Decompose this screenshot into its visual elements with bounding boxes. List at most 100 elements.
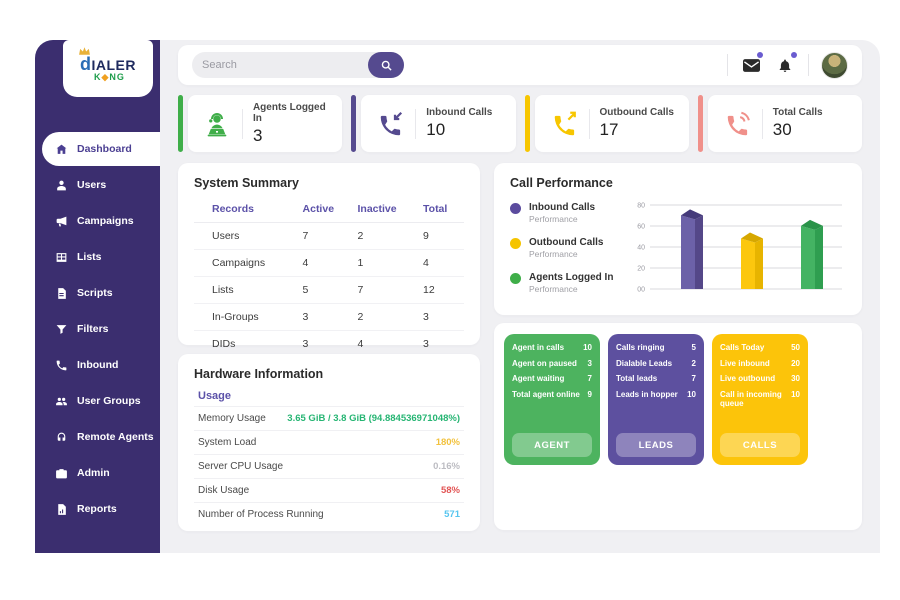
phone-in-icon (375, 109, 405, 139)
quick-stats-card: Agent in calls 10 Agent on paused 3 Agent wa… (494, 323, 862, 530)
table-row: Campaigns 4 1 4 (194, 249, 464, 277)
hardware-value: 0.16% (433, 461, 460, 472)
stat-accent-bar (524, 95, 530, 152)
quick-card-calls: Calls Today 50 Live inbound 20 Live outbound… (712, 334, 808, 465)
y-axis-tick: 60 (637, 224, 645, 231)
agent-icon (202, 109, 232, 139)
bar-front-face (681, 215, 695, 289)
legend-item-inbound-calls: Inbound Calls Performance (510, 202, 628, 224)
summary-cell-active: 3 (298, 303, 354, 331)
stat-card-outbound-calls: Outbound Calls 17 (524, 95, 689, 152)
quick-row-label: Agent in calls (512, 343, 565, 352)
sidebar-menu: Dashboard Users Campaigns Lists Scripts Filte… (35, 132, 160, 528)
sidebar-item-users[interactable]: Users (35, 168, 160, 202)
y-axis-tick: 20 (637, 266, 645, 273)
hardware-card: Hardware Information Usage Memory Usage 3… (178, 354, 480, 531)
sidebar-item-label: User Groups (77, 395, 141, 407)
quick-row-value: 3 (587, 358, 592, 368)
quick-card-leads: Calls ringing 5 Dialable Leads 2 Total leads… (608, 334, 704, 465)
summary-cell-record: In-Groups (194, 303, 299, 331)
quick-row-dialable-leads: Dialable Leads 2 (616, 359, 696, 369)
summary-cell-inactive: 7 (353, 276, 420, 304)
sidebar-item-remote-agents[interactable]: Remote Agents (35, 420, 160, 454)
sidebar-item-dashboard[interactable]: Dashboard (42, 132, 160, 166)
stat-label: Outbound Calls (599, 107, 674, 118)
hardware-value: 571 (444, 509, 460, 520)
phone-icon (55, 359, 68, 372)
notifications-button[interactable] (774, 52, 797, 76)
messages-button[interactable] (740, 52, 763, 76)
hardware-row-memory-usage: Memory Usage 3.65 GiB / 3.8 GiB (94.88453… (194, 406, 464, 430)
sidebar-item-scripts[interactable]: Scripts (35, 276, 160, 310)
summary-cell-inactive: 1 (353, 249, 420, 277)
legend-dot-icon (510, 273, 521, 284)
summary-cell-inactive: 4 (357, 338, 364, 350)
sidebar-item-inbound[interactable]: Inbound (35, 348, 160, 382)
crown-icon (79, 47, 90, 55)
sidebar-item-admin[interactable]: Admin (35, 456, 160, 490)
quick-row-leads-in-hopper: Leads in hopper 10 (616, 390, 696, 400)
quick-row-label: Agent waiting (512, 374, 565, 384)
quick-row-value: 9 (587, 389, 592, 399)
leads-button[interactable]: LEADS (616, 433, 696, 457)
sidebar-item-filters[interactable]: Filters (35, 312, 160, 346)
bar-side-face (755, 238, 763, 289)
search-button[interactable] (368, 52, 404, 78)
quick-row-label: Total leads (616, 374, 658, 384)
quick-row-value: 5 (691, 343, 696, 352)
sidebar-item-reports[interactable]: Reports (35, 492, 160, 526)
sidebar-item-label: Remote Agents (77, 431, 154, 443)
legend-dot-icon (510, 203, 521, 214)
sidebar-item-lists[interactable]: Lists (35, 240, 160, 274)
y-axis-tick: 00 (637, 287, 645, 294)
hardware-row-server-cpu-usage: Server CPU Usage 0.16% (194, 454, 464, 478)
hardware-value: 58% (440, 485, 460, 496)
hardware-row-number-of-process-running: Number of Process Running 571 (194, 502, 464, 526)
brand-i-dot: ◆ (101, 72, 110, 82)
topbar (178, 45, 862, 85)
sidebar-item-user-groups[interactable]: User Groups (35, 384, 160, 418)
summary-header-total: Total (419, 198, 464, 223)
report-icon (55, 503, 68, 516)
calls-button[interactable]: CALLS (720, 433, 800, 457)
quick-card-agent: Agent in calls 10 Agent on paused 3 Agent wa… (504, 334, 600, 465)
sidebar-item-label: Users (77, 179, 107, 191)
quick-row-agent-on-paused: Agent on paused 3 (512, 359, 592, 369)
divider (415, 108, 417, 139)
sidebar-item-label: Campaigns (77, 215, 134, 227)
summary-cell-active: 3 (302, 338, 309, 350)
summary-header-active: Active (298, 198, 354, 223)
stat-accent-bar (178, 95, 183, 152)
bar-front-face (801, 225, 815, 289)
sidebar-item-campaigns[interactable]: Campaigns (35, 204, 160, 238)
bar-top-cap (681, 209, 703, 220)
hardware-label: Number of Process Running (198, 509, 324, 520)
table-row: Lists 5 7 12 (194, 276, 464, 304)
search-input[interactable] (192, 59, 368, 71)
summary-header-inactive: Inactive (353, 198, 420, 223)
summary-cell-record: Campaigns (194, 249, 299, 277)
megaphone-icon (55, 215, 68, 228)
sidebar-item-label: Admin (77, 467, 110, 479)
brand-name-bottom: NG (109, 72, 125, 82)
summary-cell-record: Users (194, 222, 299, 250)
sidebar-item-label: Dashboard (77, 143, 132, 155)
legend-dot-icon (510, 238, 521, 249)
quick-row-value: 2 (691, 358, 696, 368)
divider (761, 108, 763, 139)
brand-initial: d (80, 54, 92, 74)
quick-row-call-in-incoming-queue: Call in incoming queue 10 (720, 390, 800, 409)
sidebar-item-label: Lists (77, 251, 102, 263)
quick-row-calls-ringing: Calls ringing 5 (616, 343, 696, 353)
quick-row-live-inbound: Live inbound 20 (720, 359, 800, 369)
bar-top-cap (801, 219, 823, 230)
stat-accent-bar (697, 95, 703, 152)
quick-row-value: 7 (587, 374, 592, 384)
agent-button[interactable]: AGENT (512, 433, 592, 457)
y-axis-tick: 80 (637, 203, 645, 210)
quick-row-value: 10 (791, 389, 800, 399)
stat-accent-bar (351, 95, 357, 152)
stat-value: 30 (772, 120, 792, 139)
user-avatar[interactable] (821, 51, 848, 79)
table-row: In-Groups 3 2 3 (194, 303, 464, 331)
